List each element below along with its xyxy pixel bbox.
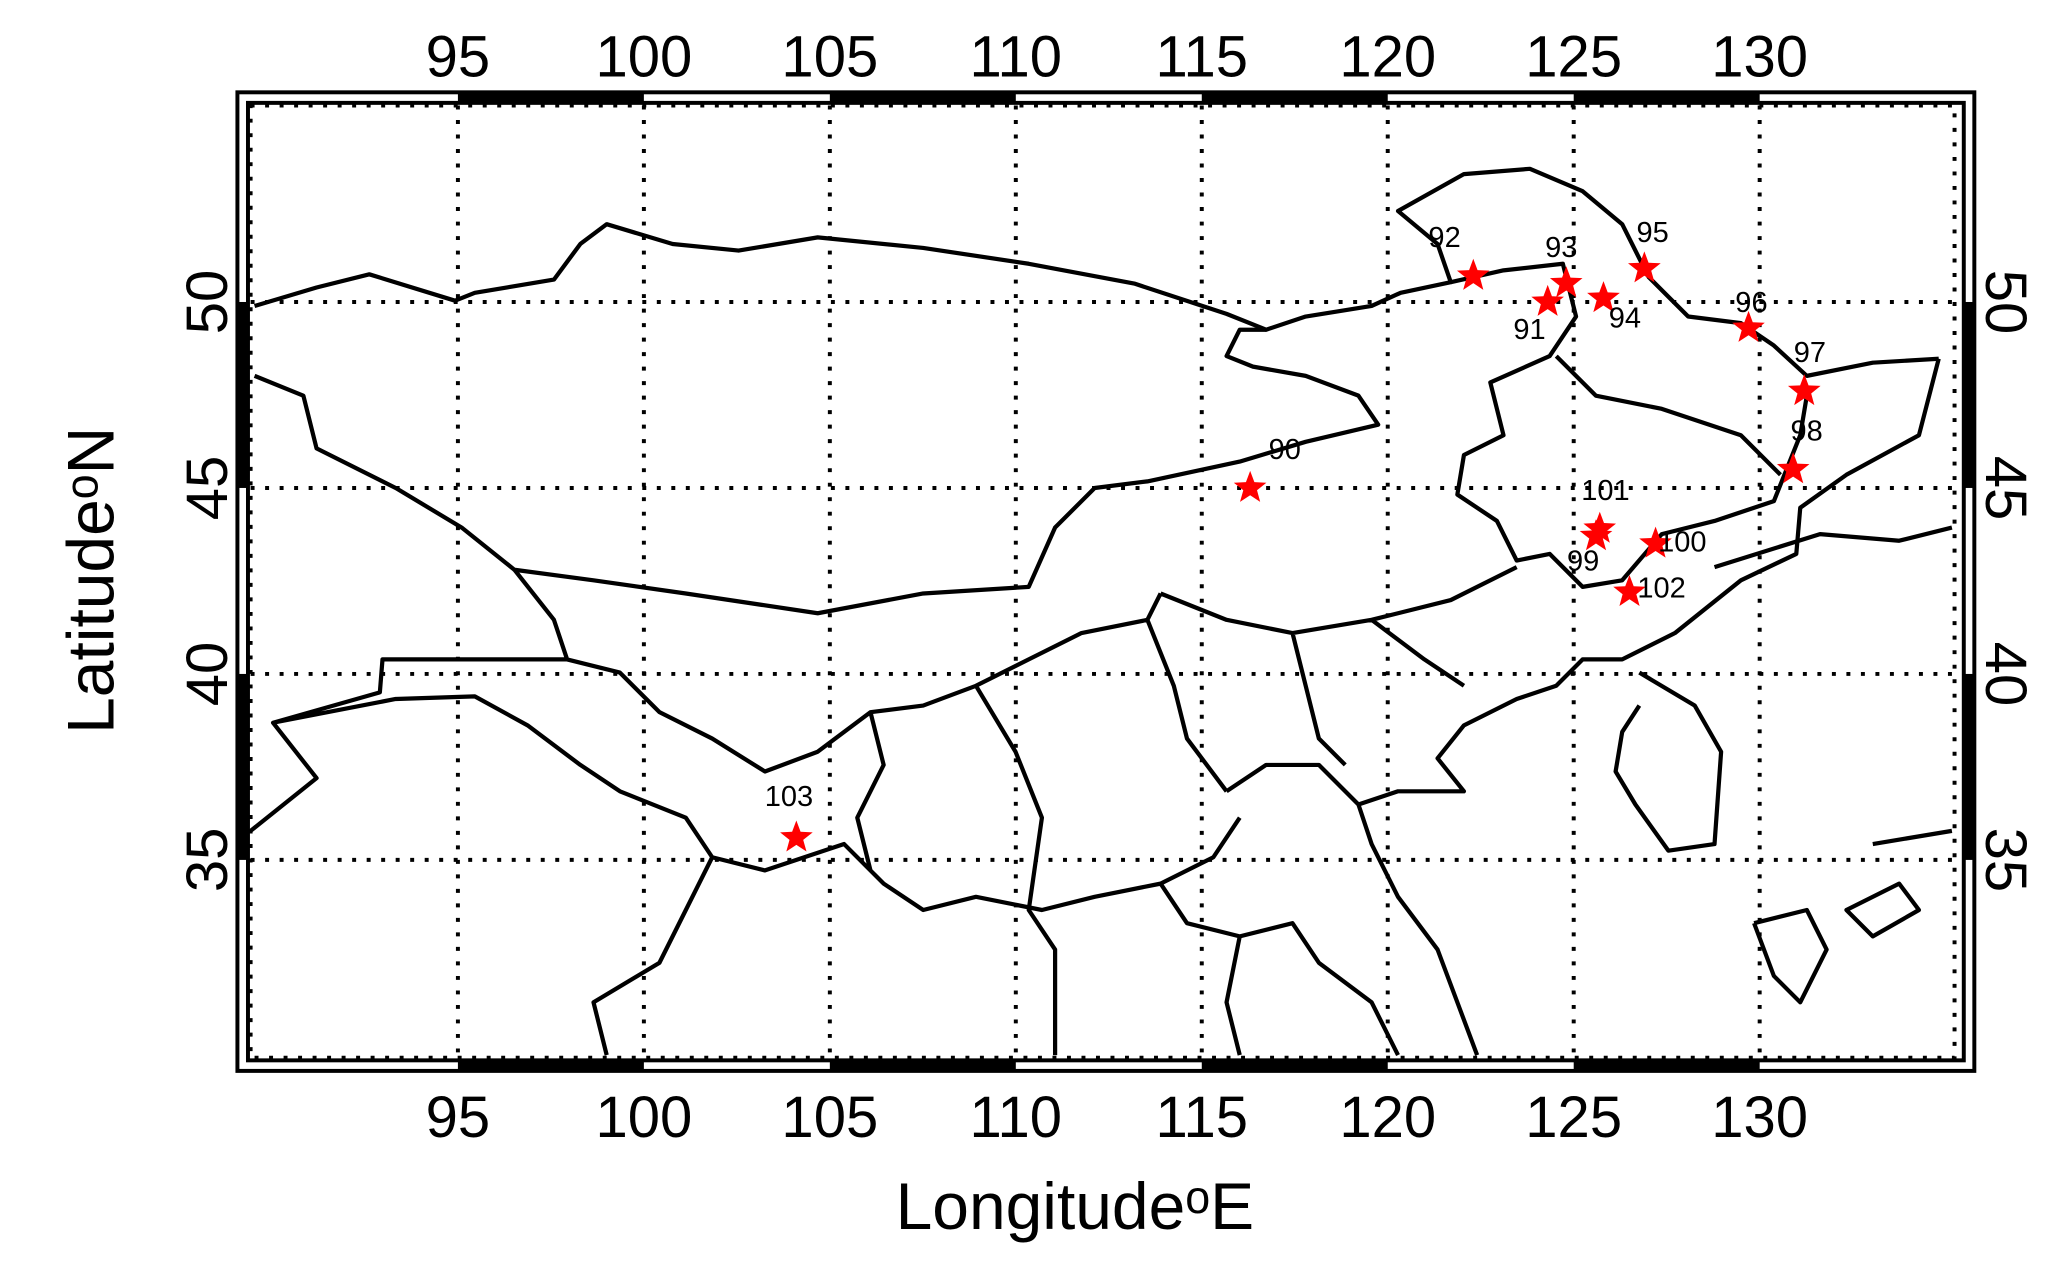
frame-segment [1963, 301, 1975, 488]
x-tick-label-bottom: 100 [595, 1085, 692, 1150]
y-tick-label-right: 35 [1973, 828, 2038, 893]
frame-segment [829, 92, 1016, 103]
station-marker [1583, 511, 1617, 543]
station-marker [1531, 284, 1564, 316]
station-marker [1587, 281, 1620, 313]
border-north [253, 166, 1939, 378]
border-korea [1613, 525, 1953, 853]
x-tick-label-bottom: 110 [970, 1085, 1063, 1150]
station-label: 91 [1513, 314, 1545, 346]
x-tick-label-bottom: 115 [1156, 1085, 1249, 1150]
x-axis-label: Longitudeᵒ​E [896, 1169, 1255, 1243]
frame-segment [457, 92, 644, 103]
station-label: 97 [1794, 337, 1826, 369]
station-label: 103 [765, 781, 813, 813]
station-marker [1456, 258, 1490, 290]
station-marker [1628, 251, 1661, 283]
station-label: 99 [1567, 546, 1599, 578]
station-label: 92 [1428, 222, 1460, 254]
station-marker [1233, 470, 1267, 502]
x-tick-label-bottom: 105 [781, 1085, 878, 1150]
station-label: 93 [1545, 232, 1577, 264]
border-japan [1752, 828, 1953, 1005]
station-marker [1549, 266, 1583, 298]
x-tick-label-top: 100 [595, 24, 692, 89]
y-tick-label-right: 50 [1973, 270, 2038, 335]
grid-frame [248, 103, 1957, 1060]
x-tick-label-bottom: 125 [1525, 1085, 1622, 1150]
frame-segment [237, 673, 248, 860]
border-northeast [1450, 261, 1809, 589]
y-tick-label-left: 50 [175, 270, 240, 335]
x-tick-label-bottom: 130 [1711, 1085, 1808, 1150]
station-label: 98 [1791, 415, 1823, 447]
coastline [1225, 358, 1941, 1056]
station-label: 95 [1636, 217, 1668, 249]
x-tick-label-bottom: 95 [426, 1085, 491, 1150]
station-marker [780, 820, 813, 852]
border-mongolia [253, 327, 1381, 616]
station-label: 96 [1735, 287, 1767, 319]
frame-segment [829, 1060, 1016, 1071]
station-marker [1639, 526, 1672, 558]
x-tick-label-top: 110 [970, 24, 1063, 89]
station-marker [1613, 575, 1646, 607]
x-tick-label-bottom: 120 [1339, 1085, 1436, 1150]
x-tick-label-top: 130 [1711, 24, 1808, 89]
frame-segment [1201, 92, 1388, 103]
frame-segment [1963, 673, 1975, 860]
x-tick-label-top: 105 [781, 24, 878, 89]
y-tick-label-left: 45 [175, 456, 240, 521]
frame-segment [1573, 92, 1760, 103]
frame-segment [457, 1060, 644, 1071]
y-tick-label-right: 40 [1973, 642, 2038, 707]
station-label: 90 [1269, 434, 1301, 466]
x-tick-label-top: 125 [1525, 24, 1622, 89]
map-boundaries [248, 103, 1957, 1060]
x-tick-label-top: 120 [1339, 24, 1436, 89]
frame-outer [235, 90, 1977, 1073]
station-marker [1787, 374, 1821, 406]
x-tick-label-top: 115 [1156, 24, 1249, 89]
frame-segment [1573, 1060, 1760, 1071]
station-label: 101 [1581, 475, 1629, 507]
frame-segment [237, 301, 248, 488]
y-tick-label-left: 35 [175, 828, 240, 893]
station-marker [1776, 452, 1810, 484]
station-label: 94 [1609, 302, 1641, 334]
frame-segment [1201, 1060, 1388, 1071]
y-axis-label: Latitudeᵒ​N [53, 427, 127, 734]
station-marker [1732, 310, 1765, 342]
y-tick-label-left: 40 [175, 642, 240, 707]
frame-inner [245, 100, 1966, 1063]
station-label: 102 [1637, 572, 1685, 604]
border-provinces [249, 565, 1518, 1057]
y-tick-label-right: 45 [1973, 456, 2038, 521]
station-label: 100 [1658, 527, 1706, 559]
x-tick-label-top: 95 [426, 24, 491, 89]
